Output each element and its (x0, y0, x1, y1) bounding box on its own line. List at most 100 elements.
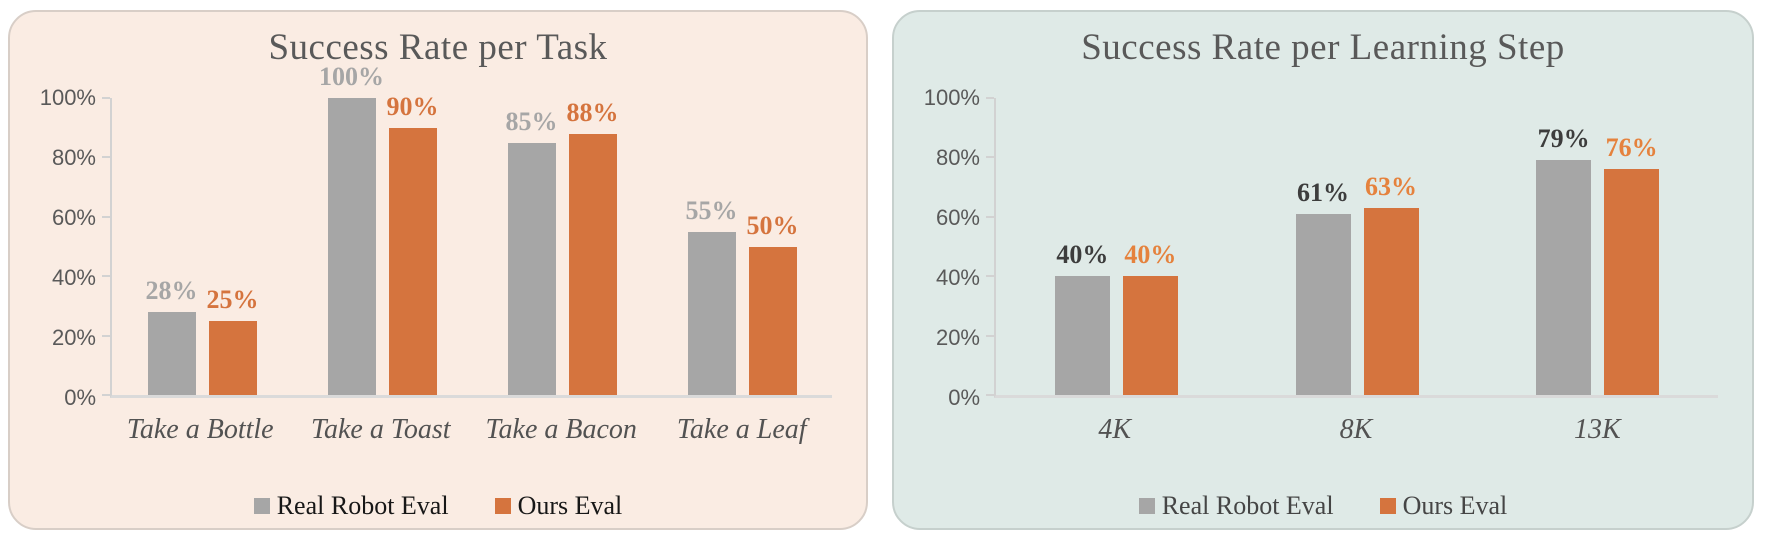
bar-value-label: 88% (566, 97, 619, 127)
x-axis-category-label: 4K (1098, 414, 1131, 445)
y-axis-tick-label: 100% (39, 85, 96, 110)
y-axis-tick-label: 60% (935, 205, 980, 230)
learning-step-chart-plot-area: 40% 40% 61% 63% 79% 76% (986, 97, 1718, 398)
task-chart-y-axis: 100% 80% 60% 40% 20% 0% (18, 85, 110, 410)
bar-ours-eval-take-a-bottle (208, 320, 257, 395)
bar-slot-real-robot-eval-take-a-bottle: 28% (146, 98, 198, 395)
y-axis-tick-mark (986, 334, 994, 337)
legend-label: Ours Eval (517, 490, 623, 520)
y-axis-tick-label: 0% (948, 385, 980, 410)
x-axis-category-cell: Take a Leaf (652, 414, 833, 461)
x-axis-category-cell: Take a Bottle (110, 414, 291, 461)
learning-step-chart-y-axis: 100% 80% 60% 40% 20% 0% (902, 85, 994, 410)
bar-slot-ours-eval-4k: 40% (1122, 98, 1178, 395)
x-axis-category-label: 13K (1573, 414, 1621, 445)
x-axis-category-label: Take a Toast (310, 414, 451, 445)
y-axis-tick-mark (102, 156, 110, 159)
bar-group-take-a-leaf: 55% 50% (652, 98, 832, 395)
bar-real-robot-eval-take-a-toast (327, 98, 376, 395)
legend-swatch-real-robot-eval (253, 497, 270, 514)
task-chart: 100% 80% 60% 40% 20% 0% 28% 25% 100% 90% 85% 88% 55… (18, 64, 858, 528)
bar-ours-eval-8k (1363, 207, 1419, 395)
bar-real-robot-eval-13k (1536, 160, 1592, 395)
bar-slot-ours-eval-take-a-bacon: 88% (566, 97, 619, 395)
task-chart-x-axis: Take a Bottle Take a Toast Take a Bacon Tak… (110, 398, 832, 461)
bar-ours-eval-4k (1122, 276, 1178, 395)
bar-real-robot-eval-4k (1054, 276, 1110, 395)
bar-slot-real-robot-eval-13k: 79% (1536, 98, 1592, 395)
bar-ours-eval-13k (1604, 169, 1660, 395)
learning-step-chart-x-axis: 4K 8K 13K (994, 398, 1718, 461)
bar-slot-real-robot-eval-4k: 40% (1054, 98, 1110, 395)
bar-slot-ours-eval-8k: 63% (1363, 98, 1419, 395)
bar-group-4k: 40% 40% (996, 98, 1237, 395)
bar-slot-ours-eval-take-a-bottle: 25% (207, 98, 259, 395)
learning-step-chart-title: Success Rate per Learning Step (1081, 27, 1565, 68)
legend-label: Real Robot Eval (276, 490, 449, 520)
y-axis-tick-mark (986, 215, 994, 218)
learning-step-chart: 100% 80% 60% 40% 20% 0% 40% 40% 61% 63% 79% 76% 4K… (902, 85, 1744, 528)
y-axis-tick-mark (986, 394, 994, 396)
bar-value-label: 40% (1056, 240, 1109, 270)
bar-real-robot-eval-take-a-leaf (687, 231, 736, 395)
y-axis-tick-mark (102, 334, 110, 337)
learning-step-chart-legend: Real Robot Eval Ours Eval (902, 461, 1744, 528)
y-axis-tick-label: 100% (923, 85, 980, 110)
x-axis-category-label: Take a Bacon (485, 414, 637, 445)
y-axis-tick-label: 40% (935, 265, 980, 290)
x-axis-category-cell: Take a Toast (291, 414, 472, 461)
x-axis-category-label: Take a Bottle (126, 414, 274, 445)
bar-value-label: 76% (1605, 133, 1658, 163)
bar-value-label: 55% (685, 195, 738, 225)
legend-item-ours-eval: Ours Eval (1379, 490, 1508, 521)
y-axis-tick-mark (986, 275, 994, 278)
legend-swatch-ours-eval (1379, 497, 1396, 514)
bar-slot-real-robot-eval-8k: 61% (1295, 98, 1351, 395)
bar-slot-ours-eval-take-a-toast: 90% (387, 93, 439, 395)
bar-ours-eval-take-a-bacon (568, 133, 617, 395)
y-axis-tick-mark (986, 97, 994, 99)
bar-slot-real-robot-eval-take-a-bacon: 85% (505, 98, 558, 395)
bar-group-take-a-bottle: 28% 25% (112, 98, 292, 395)
bar-slot-real-robot-eval-take-a-leaf: 55% (685, 98, 738, 395)
legend-label: Ours Eval (1402, 490, 1508, 520)
y-axis-tick-mark (102, 215, 110, 218)
legend-swatch-real-robot-eval (1138, 497, 1155, 514)
x-axis-category-cell: 13K (1477, 414, 1718, 461)
bar-real-robot-eval-8k (1295, 213, 1351, 395)
bar-value-label: 61% (1297, 177, 1349, 207)
y-axis-tick-mark (102, 394, 110, 396)
y-axis-tick-mark (102, 275, 110, 278)
bar-slot-ours-eval-13k: 76% (1604, 98, 1660, 395)
x-axis-category-label: Take a Leaf (676, 414, 807, 445)
legend-label: Real Robot Eval (1161, 490, 1334, 520)
y-axis-tick-label: 0% (64, 385, 96, 410)
x-axis-category-cell: 8K (1235, 414, 1476, 461)
legend-item-ours-eval: Ours Eval (494, 490, 623, 521)
success-rate-per-learning-step-panel: Success Rate per Learning Step 100% 80% 60… (892, 10, 1754, 530)
bar-ours-eval-take-a-leaf (748, 246, 797, 395)
y-axis-tick-label: 60% (51, 205, 96, 230)
bar-slot-real-robot-eval-take-a-toast: 100% (319, 64, 384, 395)
bar-slot-ours-eval-take-a-leaf: 50% (747, 98, 799, 395)
y-axis-tick-label: 80% (935, 145, 980, 170)
legend-item-real-robot-eval: Real Robot Eval (1138, 490, 1334, 521)
bar-group-13k: 79% 76% (1477, 98, 1718, 395)
bar-value-label: 85% (505, 106, 558, 136)
bar-value-label: 100% (319, 62, 384, 91)
x-axis-category-cell: 4K (994, 414, 1235, 461)
y-axis-tick-mark (986, 156, 994, 159)
x-axis-category-cell: Take a Bacon (471, 414, 652, 461)
y-axis-tick-label: 40% (51, 265, 96, 290)
bar-group-8k: 61% 63% (1237, 98, 1478, 395)
y-axis-tick-label: 20% (935, 325, 980, 350)
legend-item-real-robot-eval: Real Robot Eval (253, 490, 449, 521)
y-axis-tick-mark (102, 97, 110, 99)
x-axis-category-label: 8K (1339, 414, 1373, 445)
legend-swatch-ours-eval (494, 497, 511, 514)
bar-value-label: 90% (386, 91, 439, 121)
bar-ours-eval-take-a-toast (388, 127, 437, 395)
task-chart-legend: Real Robot Eval Ours Eval (18, 461, 858, 528)
bar-group-take-a-bacon: 85% 88% (472, 98, 652, 395)
